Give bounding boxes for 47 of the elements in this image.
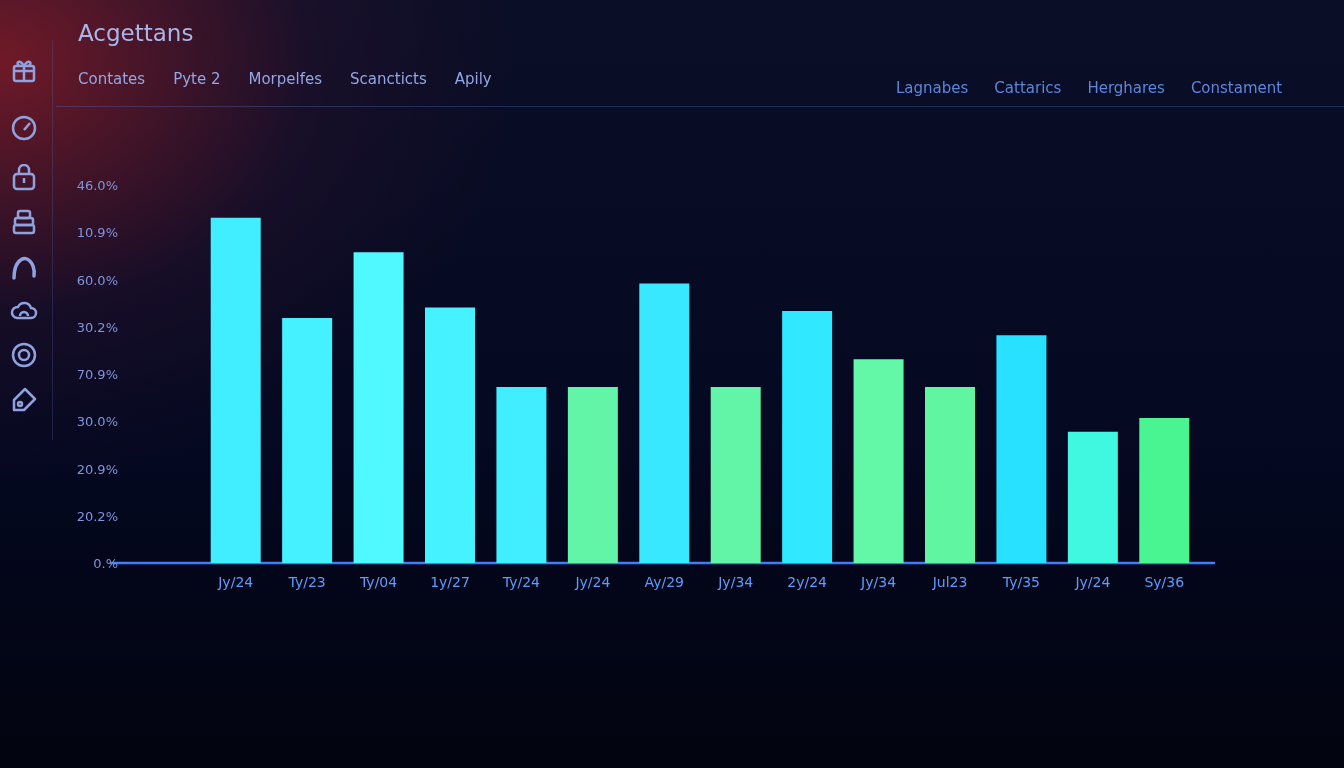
bar <box>496 386 547 563</box>
x-tick-label: Ay/29 <box>644 574 685 591</box>
bar <box>353 252 404 563</box>
text: 70.9% <box>76 366 118 382</box>
bar <box>1139 418 1190 563</box>
x-tick-label: Sy/36 <box>1144 574 1185 591</box>
text: Cattarics <box>994 79 1062 97</box>
bar <box>282 317 333 563</box>
bar <box>782 311 833 563</box>
x-tick-label: 2y/24 <box>787 574 828 591</box>
text: 30.2% <box>76 319 118 335</box>
text: 46.0% <box>76 177 118 193</box>
text: Morpelfes <box>248 70 323 88</box>
bar <box>996 335 1047 563</box>
bar <box>853 359 904 563</box>
bar <box>925 386 975 563</box>
bar <box>639 283 690 563</box>
text: Constament <box>1190 79 1283 97</box>
bar <box>567 386 618 563</box>
x-tick-label: Ty/04 <box>358 574 398 591</box>
bar <box>710 386 761 563</box>
x-tick-label: Jy/24 <box>574 574 611 591</box>
x-tick-label: Jul23 <box>931 574 968 591</box>
bar <box>1067 431 1118 563</box>
bar <box>425 307 475 563</box>
text: Pyte 2 <box>173 70 221 88</box>
text: 20.9% <box>76 461 118 476</box>
text: 30.0% <box>76 413 118 429</box>
x-tick-label: 1y/27 <box>430 574 470 591</box>
text: Contates <box>78 70 146 88</box>
bar <box>210 217 261 563</box>
x-tick-label: Jy/34 <box>860 574 897 591</box>
text: 20.2% <box>76 508 118 524</box>
text: 10.9% <box>76 224 118 240</box>
text: Lagnabes <box>896 79 969 97</box>
text: Scancticts <box>350 70 427 88</box>
text: Herghares <box>1087 79 1165 97</box>
text: 0.% <box>93 555 118 571</box>
x-tick-label: Jy/34 <box>717 574 754 591</box>
x-tick-label: Ty/35 <box>1001 574 1041 591</box>
text: Apily <box>454 70 492 88</box>
x-tick-label: Jy/24 <box>217 574 254 591</box>
chart-title: Acgettans <box>78 20 194 46</box>
x-tick-label: Ty/23 <box>287 574 326 591</box>
x-tick-label: Jy/24 <box>1074 574 1111 591</box>
text: 60.0% <box>76 272 118 287</box>
x-tick-label: Ty/24 <box>501 574 541 591</box>
